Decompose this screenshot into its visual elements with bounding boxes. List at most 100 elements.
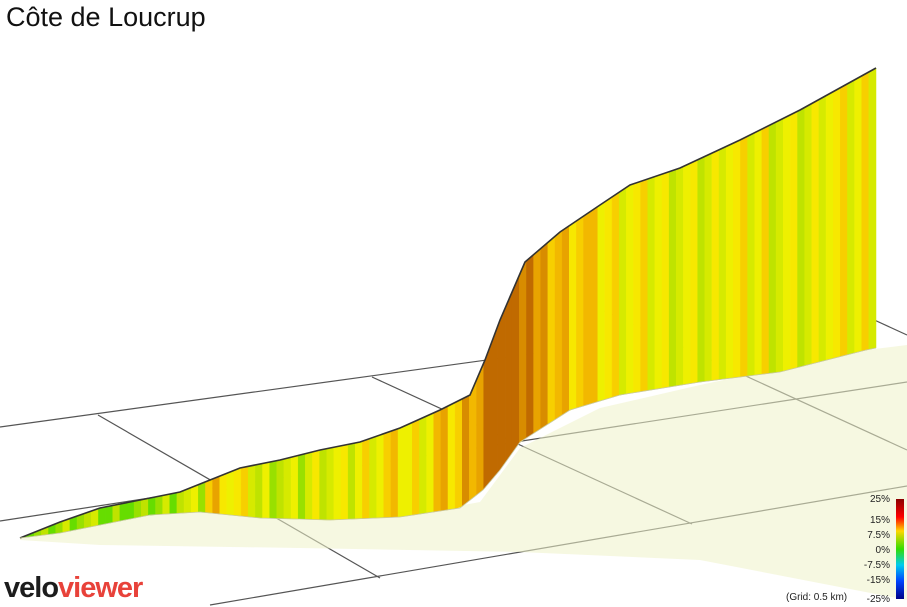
gradient-strip — [126, 500, 135, 520]
gradient-strip — [583, 210, 591, 407]
gradient-strip — [98, 506, 106, 526]
gradient-strip — [647, 176, 656, 391]
gradient-strip — [305, 451, 313, 520]
gradient-strip — [569, 220, 577, 411]
gradient-strip — [561, 225, 570, 416]
legend-tick: -15% — [867, 575, 890, 586]
logo-part: velo — [4, 572, 59, 604]
gradient-strip — [319, 448, 327, 521]
gradient-strip — [433, 409, 442, 513]
gradient-strip — [640, 178, 648, 392]
gradient-strip — [133, 499, 142, 519]
gradient-strip — [155, 495, 163, 515]
gradient-strip — [840, 83, 848, 357]
gradient-strip — [504, 291, 513, 464]
gradient-strip — [347, 442, 356, 520]
gradient-strip — [141, 498, 149, 518]
gradient-strip — [390, 428, 399, 518]
gradient-strip — [554, 230, 563, 421]
gradient-strip — [269, 460, 278, 519]
legend-tick: 25% — [870, 494, 890, 505]
legend-tick: 15% — [870, 515, 890, 526]
gradient-strip — [576, 215, 584, 409]
gradient-strip — [476, 363, 484, 496]
gradient-strip — [747, 132, 755, 377]
gradient-strip — [783, 114, 791, 372]
legend-color-bar — [896, 499, 904, 599]
gradient-strip — [683, 162, 691, 385]
gradient-strip — [440, 405, 449, 512]
gradient-strip — [162, 493, 171, 515]
gradient-strip — [818, 95, 827, 363]
gradient-strip — [847, 79, 855, 356]
legend-tick: -25% — [867, 594, 890, 605]
gradient-strips — [19, 67, 877, 539]
gradient-strip — [404, 422, 413, 517]
gradient-strip — [205, 478, 213, 514]
profile-base — [19, 347, 877, 539]
gradient-strip — [290, 455, 299, 520]
gradient-strip — [668, 168, 677, 388]
gradient-strip — [661, 171, 670, 389]
gradient-strip — [597, 201, 606, 402]
gradient-strip — [240, 466, 249, 518]
legend-tick: -7.5% — [864, 560, 890, 571]
gradient-strip — [362, 438, 370, 519]
gradient-strip — [262, 461, 270, 519]
gradient-strip — [340, 444, 349, 520]
gradient-strip — [626, 183, 634, 395]
gradient-strip — [547, 235, 556, 425]
gradient-strip — [383, 430, 392, 518]
gradient-strip — [169, 492, 178, 515]
gradient-strip — [711, 149, 720, 381]
gradient-strip — [333, 445, 342, 521]
gradient-strip — [248, 464, 256, 518]
gradient-strip — [811, 99, 820, 365]
legend-tick: 0% — [876, 545, 891, 556]
gradient-strip — [119, 502, 128, 522]
gradient-strip — [276, 458, 285, 519]
veloviewer-logo: veloviewer — [4, 572, 143, 605]
gradient-strip — [768, 121, 777, 374]
grid-scale-note: (Grid: 0.5 km) — [786, 592, 848, 603]
gradient-strip — [633, 181, 641, 394]
gradient-strip — [112, 503, 121, 523]
gradient-strip — [754, 128, 763, 376]
grid-line — [0, 351, 546, 428]
gradient-strip — [469, 379, 477, 502]
gradient-strip — [312, 449, 320, 520]
gradient-strip — [804, 103, 813, 367]
gradient-strip — [704, 152, 713, 382]
gradient-strip — [519, 260, 527, 444]
gradient-strip — [868, 67, 877, 350]
gradient-strip — [733, 139, 741, 379]
gradient-strip — [326, 446, 335, 521]
gradient-strip — [148, 496, 156, 516]
gradient-strip — [618, 186, 627, 396]
gradient-strip — [740, 135, 748, 378]
gradient-strip — [198, 481, 206, 513]
gradient-strip — [697, 156, 706, 383]
gradient-strip — [297, 453, 306, 520]
gradient-strip — [355, 440, 363, 520]
gradient-strip — [226, 470, 235, 516]
gradient-strip — [454, 398, 463, 510]
gradient-strip — [533, 247, 541, 434]
gradient-strip — [369, 435, 377, 519]
gradient-strip — [462, 394, 470, 507]
gradient-strip — [397, 425, 406, 518]
gradient-strip — [775, 117, 784, 373]
gradient-strip — [105, 505, 113, 525]
logo-part: viewer — [58, 572, 143, 604]
gradient-strip — [854, 75, 862, 354]
profile-line — [19, 67, 877, 539]
gradient-strip — [176, 490, 185, 514]
gradient-strip — [376, 433, 385, 519]
gradient-strip — [611, 191, 620, 398]
gradient-strip — [283, 456, 292, 520]
chart-title: Côte de Loucrup — [6, 2, 206, 32]
gradient-strip — [718, 146, 727, 380]
gradient-strip — [604, 196, 613, 400]
gradient-strip — [540, 241, 549, 430]
gradient-strip — [255, 463, 263, 519]
